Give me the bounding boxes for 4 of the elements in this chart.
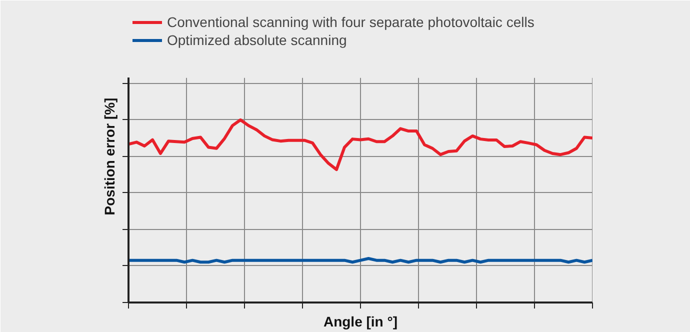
y-axis-title: Position error [%] <box>102 98 118 216</box>
legend-label: Optimized absolute scanning <box>167 32 347 48</box>
x-axis-title: Angle [in °] <box>323 314 398 330</box>
legend-label: Conventional scanning with four separate photovoltaic cells <box>167 14 534 30</box>
